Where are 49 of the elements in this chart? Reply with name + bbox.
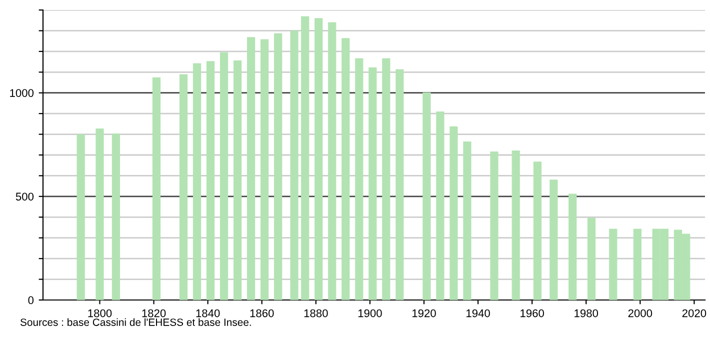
bar: [396, 69, 404, 300]
bar: [550, 180, 558, 300]
y-tick-label: 500: [16, 192, 34, 201]
x-tick-label: 1800: [88, 309, 112, 318]
x-tick-label: 1840: [196, 309, 220, 318]
bar: [342, 38, 350, 300]
bar: [192, 63, 202, 300]
bar: [301, 16, 310, 300]
x-tick-label: 1940: [466, 309, 490, 318]
x-tick-label: 1880: [304, 309, 328, 318]
bar: [490, 151, 498, 300]
x-tick-label: 1860: [250, 309, 274, 318]
bar: [314, 18, 323, 300]
bar: [290, 30, 298, 300]
x-tick-label: 1980: [574, 309, 598, 318]
bar: [609, 228, 618, 300]
x-tick-label: 1920: [412, 309, 436, 318]
bar: [355, 58, 364, 300]
bar: [274, 33, 282, 300]
bar: [328, 22, 336, 300]
bar: [247, 37, 256, 300]
bar: [633, 228, 642, 300]
bar: [382, 58, 390, 300]
bar: [568, 194, 577, 300]
bar: [463, 142, 472, 300]
x-tick-label: 1900: [358, 309, 382, 318]
bar: [260, 39, 269, 300]
bar: [220, 52, 228, 300]
bar: [112, 133, 120, 300]
bar: [450, 126, 458, 300]
bar: [512, 150, 520, 300]
bar: [533, 162, 542, 300]
y-tick-label: 0: [28, 296, 34, 304]
bar: [152, 77, 161, 300]
bar: [96, 128, 104, 300]
x-tick-label: 1960: [520, 309, 544, 318]
bar: [368, 67, 377, 300]
y-tick-label: 1000: [10, 89, 34, 97]
x-tick-label: 2020: [682, 309, 706, 318]
bar: [233, 60, 242, 300]
bar: [206, 61, 215, 300]
source-note: Sources : base Cassini de l'EHESS et base Insee.: [20, 318, 251, 326]
bar: [76, 134, 85, 300]
bar: [179, 74, 188, 300]
x-tick-label: 2000: [628, 309, 652, 318]
bar: [436, 112, 444, 300]
bar: [422, 92, 431, 300]
x-tick-label: 1820: [142, 309, 166, 318]
bar: [587, 218, 596, 300]
